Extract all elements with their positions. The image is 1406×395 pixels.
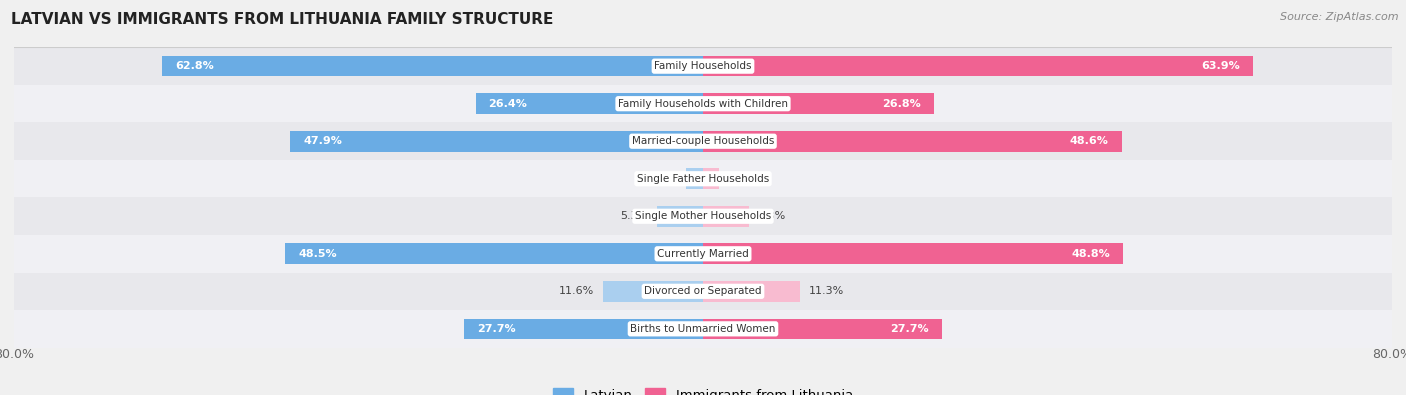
Text: 1.9%: 1.9% bbox=[728, 174, 756, 184]
Bar bbox=[703, 243, 1123, 264]
Bar bbox=[703, 131, 1122, 152]
Text: 80.0%: 80.0% bbox=[1372, 348, 1406, 361]
Text: 63.9%: 63.9% bbox=[1202, 61, 1240, 71]
Bar bbox=[14, 198, 1392, 235]
Text: 11.3%: 11.3% bbox=[808, 286, 844, 296]
Text: 62.8%: 62.8% bbox=[176, 61, 214, 71]
Bar bbox=[14, 85, 1392, 122]
Bar bbox=[14, 47, 1392, 85]
Text: 27.7%: 27.7% bbox=[478, 324, 516, 334]
Text: 47.9%: 47.9% bbox=[304, 136, 342, 146]
Text: 80.0%: 80.0% bbox=[0, 348, 34, 361]
Bar bbox=[703, 93, 934, 114]
Bar bbox=[14, 160, 1392, 198]
Text: Source: ZipAtlas.com: Source: ZipAtlas.com bbox=[1281, 12, 1399, 22]
Text: 48.5%: 48.5% bbox=[298, 249, 337, 259]
Text: 5.3%: 5.3% bbox=[620, 211, 648, 221]
Bar bbox=[703, 206, 748, 227]
Text: 48.6%: 48.6% bbox=[1070, 136, 1108, 146]
Text: Married-couple Households: Married-couple Households bbox=[631, 136, 775, 146]
Bar bbox=[14, 235, 1392, 273]
Bar bbox=[162, 56, 703, 77]
Text: 26.4%: 26.4% bbox=[488, 99, 527, 109]
Bar bbox=[464, 318, 703, 339]
Bar bbox=[703, 281, 800, 302]
Text: Divorced or Separated: Divorced or Separated bbox=[644, 286, 762, 296]
Text: 5.3%: 5.3% bbox=[758, 211, 786, 221]
Text: Births to Unmarried Women: Births to Unmarried Women bbox=[630, 324, 776, 334]
Bar bbox=[291, 131, 703, 152]
Text: LATVIAN VS IMMIGRANTS FROM LITHUANIA FAMILY STRUCTURE: LATVIAN VS IMMIGRANTS FROM LITHUANIA FAM… bbox=[11, 12, 554, 27]
Text: 26.8%: 26.8% bbox=[882, 99, 921, 109]
Bar bbox=[475, 93, 703, 114]
Bar bbox=[285, 243, 703, 264]
Text: 48.8%: 48.8% bbox=[1071, 249, 1111, 259]
Bar bbox=[703, 56, 1253, 77]
Bar bbox=[686, 168, 703, 189]
Legend: Latvian, Immigrants from Lithuania: Latvian, Immigrants from Lithuania bbox=[548, 383, 858, 395]
Text: 27.7%: 27.7% bbox=[890, 324, 928, 334]
Text: Currently Married: Currently Married bbox=[657, 249, 749, 259]
Bar bbox=[603, 281, 703, 302]
Text: 2.0%: 2.0% bbox=[648, 174, 678, 184]
Bar bbox=[658, 206, 703, 227]
Bar bbox=[703, 318, 942, 339]
Text: Family Households with Children: Family Households with Children bbox=[619, 99, 787, 109]
Bar bbox=[14, 122, 1392, 160]
Text: 11.6%: 11.6% bbox=[560, 286, 595, 296]
Text: Single Mother Households: Single Mother Households bbox=[636, 211, 770, 221]
Bar bbox=[14, 310, 1392, 348]
Text: Family Households: Family Households bbox=[654, 61, 752, 71]
Bar bbox=[703, 168, 720, 189]
Text: Single Father Households: Single Father Households bbox=[637, 174, 769, 184]
Bar bbox=[14, 273, 1392, 310]
